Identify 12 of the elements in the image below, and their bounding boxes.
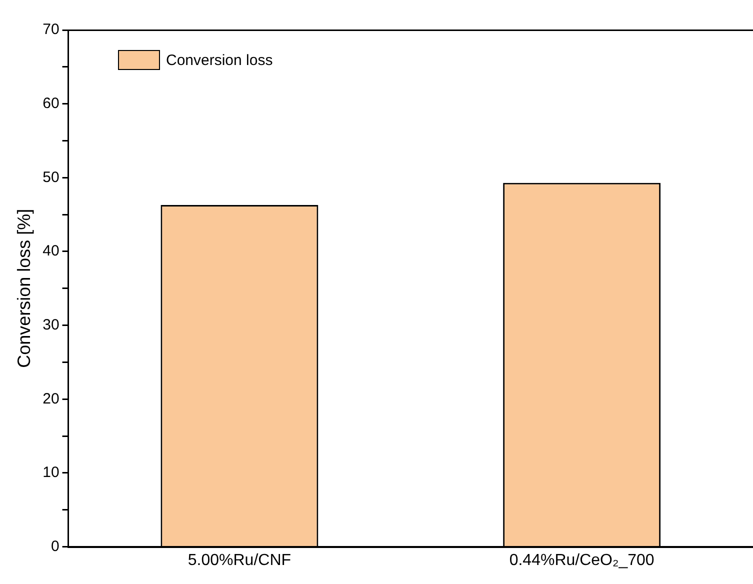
y-tick-label: 70	[42, 21, 60, 38]
y-axis-title: Conversion loss [%]	[14, 208, 34, 368]
y-tick-label: 0	[50, 538, 60, 555]
y-tick-label: 60	[42, 94, 60, 112]
x-tick-label: 5.00%Ru/CNF	[188, 552, 292, 569]
legend-label: Conversion loss	[166, 52, 273, 68]
y-tick-label: 40	[42, 242, 60, 260]
y-tick-label: 20	[42, 390, 60, 408]
y-tick-label: 10	[42, 464, 60, 482]
y-tick-label: 50	[42, 168, 60, 186]
y-tick-label: 30	[42, 316, 60, 334]
x-tick-label: 0.44%Ru/CeO₂_700	[509, 552, 654, 569]
